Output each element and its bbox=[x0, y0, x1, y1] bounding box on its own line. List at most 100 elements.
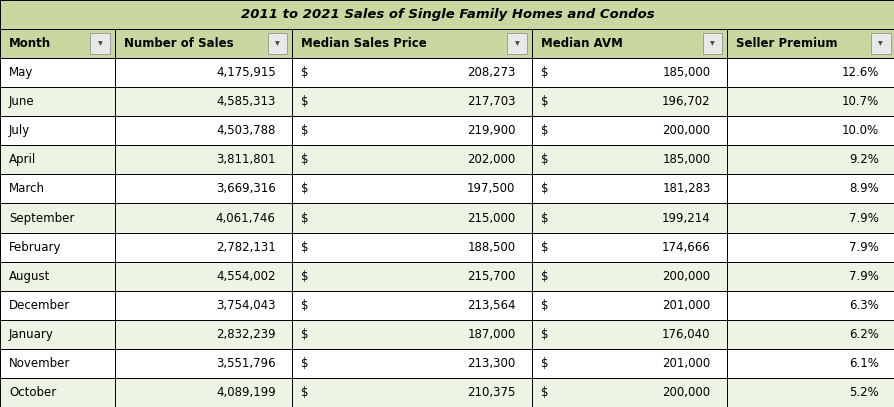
Text: $: $ bbox=[300, 270, 308, 283]
Text: $: $ bbox=[300, 241, 308, 254]
Text: 201,000: 201,000 bbox=[662, 357, 710, 370]
Bar bbox=[0, 58, 114, 87]
Bar bbox=[702, 33, 721, 54]
Text: 210,375: 210,375 bbox=[467, 386, 515, 399]
Bar bbox=[531, 204, 726, 232]
Text: 185,000: 185,000 bbox=[662, 153, 710, 166]
Text: Median AVM: Median AVM bbox=[540, 37, 621, 50]
Text: 4,503,788: 4,503,788 bbox=[216, 124, 275, 137]
Bar bbox=[291, 378, 531, 407]
Bar bbox=[531, 320, 726, 349]
Text: 219,900: 219,900 bbox=[467, 124, 515, 137]
Text: 185,000: 185,000 bbox=[662, 66, 710, 79]
Text: 215,000: 215,000 bbox=[467, 212, 515, 225]
Text: 196,702: 196,702 bbox=[662, 95, 710, 108]
Bar bbox=[531, 378, 726, 407]
Bar bbox=[114, 204, 291, 232]
Text: 3,811,801: 3,811,801 bbox=[216, 153, 275, 166]
Bar bbox=[531, 145, 726, 175]
Text: $: $ bbox=[540, 386, 547, 399]
Bar bbox=[114, 232, 291, 262]
Text: ▼: ▼ bbox=[97, 41, 103, 46]
Bar bbox=[291, 116, 531, 145]
Text: $: $ bbox=[540, 95, 547, 108]
Bar bbox=[291, 204, 531, 232]
Text: $: $ bbox=[300, 153, 308, 166]
Bar bbox=[0, 204, 114, 232]
Bar bbox=[291, 58, 531, 87]
Text: 7.9%: 7.9% bbox=[848, 270, 878, 283]
Text: 3,669,316: 3,669,316 bbox=[215, 182, 275, 195]
Bar bbox=[726, 58, 894, 87]
Bar bbox=[507, 33, 527, 54]
Bar bbox=[0, 291, 114, 320]
Bar bbox=[726, 262, 894, 291]
Bar bbox=[726, 232, 894, 262]
Bar bbox=[114, 87, 291, 116]
Bar bbox=[0, 262, 114, 291]
Text: 7.9%: 7.9% bbox=[848, 241, 878, 254]
Text: 5.2%: 5.2% bbox=[848, 386, 878, 399]
Text: 176,040: 176,040 bbox=[662, 328, 710, 341]
Bar bbox=[726, 175, 894, 204]
Bar bbox=[0, 116, 114, 145]
Bar bbox=[114, 58, 291, 87]
Bar bbox=[291, 291, 531, 320]
Text: 2,782,131: 2,782,131 bbox=[215, 241, 275, 254]
Text: 3,754,043: 3,754,043 bbox=[216, 299, 275, 312]
Bar bbox=[726, 145, 894, 175]
Bar bbox=[531, 175, 726, 204]
Bar bbox=[531, 29, 726, 58]
Text: 12.6%: 12.6% bbox=[840, 66, 878, 79]
Bar bbox=[291, 320, 531, 349]
Text: ▼: ▼ bbox=[514, 41, 519, 46]
Text: 208,273: 208,273 bbox=[467, 66, 515, 79]
Bar bbox=[726, 320, 894, 349]
Bar bbox=[726, 29, 894, 58]
Text: $: $ bbox=[540, 270, 547, 283]
Text: 200,000: 200,000 bbox=[662, 270, 710, 283]
Bar bbox=[291, 232, 531, 262]
Text: Number of Sales: Number of Sales bbox=[123, 37, 232, 50]
Bar bbox=[531, 262, 726, 291]
Text: ▼: ▼ bbox=[274, 41, 280, 46]
Text: December: December bbox=[9, 299, 70, 312]
Bar bbox=[726, 87, 894, 116]
Bar bbox=[0, 232, 114, 262]
Bar bbox=[531, 87, 726, 116]
Bar bbox=[0, 378, 114, 407]
Bar bbox=[0, 349, 114, 378]
Text: September: September bbox=[9, 212, 74, 225]
Text: April: April bbox=[9, 153, 36, 166]
Text: February: February bbox=[9, 241, 62, 254]
Text: $: $ bbox=[300, 66, 308, 79]
Bar bbox=[114, 320, 291, 349]
Text: 2,832,239: 2,832,239 bbox=[215, 328, 275, 341]
Bar bbox=[291, 87, 531, 116]
Text: 6.3%: 6.3% bbox=[848, 299, 878, 312]
Text: $: $ bbox=[300, 182, 308, 195]
Bar bbox=[726, 291, 894, 320]
Bar bbox=[0, 145, 114, 175]
Text: Median Sales Price: Median Sales Price bbox=[300, 37, 426, 50]
Bar bbox=[114, 116, 291, 145]
Text: 174,666: 174,666 bbox=[662, 241, 710, 254]
Text: Seller Premium: Seller Premium bbox=[735, 37, 836, 50]
Bar bbox=[291, 29, 531, 58]
Text: ▼: ▼ bbox=[709, 41, 714, 46]
Text: 4,061,746: 4,061,746 bbox=[215, 212, 275, 225]
Text: 187,000: 187,000 bbox=[467, 328, 515, 341]
Text: $: $ bbox=[300, 357, 308, 370]
Text: October: October bbox=[9, 386, 56, 399]
Bar bbox=[0, 175, 114, 204]
Text: July: July bbox=[9, 124, 30, 137]
Text: May: May bbox=[9, 66, 33, 79]
Bar bbox=[90, 33, 110, 54]
Text: 181,283: 181,283 bbox=[662, 182, 710, 195]
Text: 213,564: 213,564 bbox=[467, 299, 515, 312]
Text: $: $ bbox=[540, 357, 547, 370]
Text: 10.7%: 10.7% bbox=[840, 95, 878, 108]
Bar bbox=[531, 232, 726, 262]
Text: 3,551,796: 3,551,796 bbox=[215, 357, 275, 370]
Bar bbox=[291, 175, 531, 204]
